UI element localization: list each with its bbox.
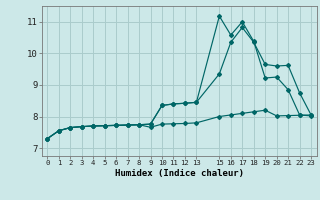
X-axis label: Humidex (Indice chaleur): Humidex (Indice chaleur) (115, 169, 244, 178)
